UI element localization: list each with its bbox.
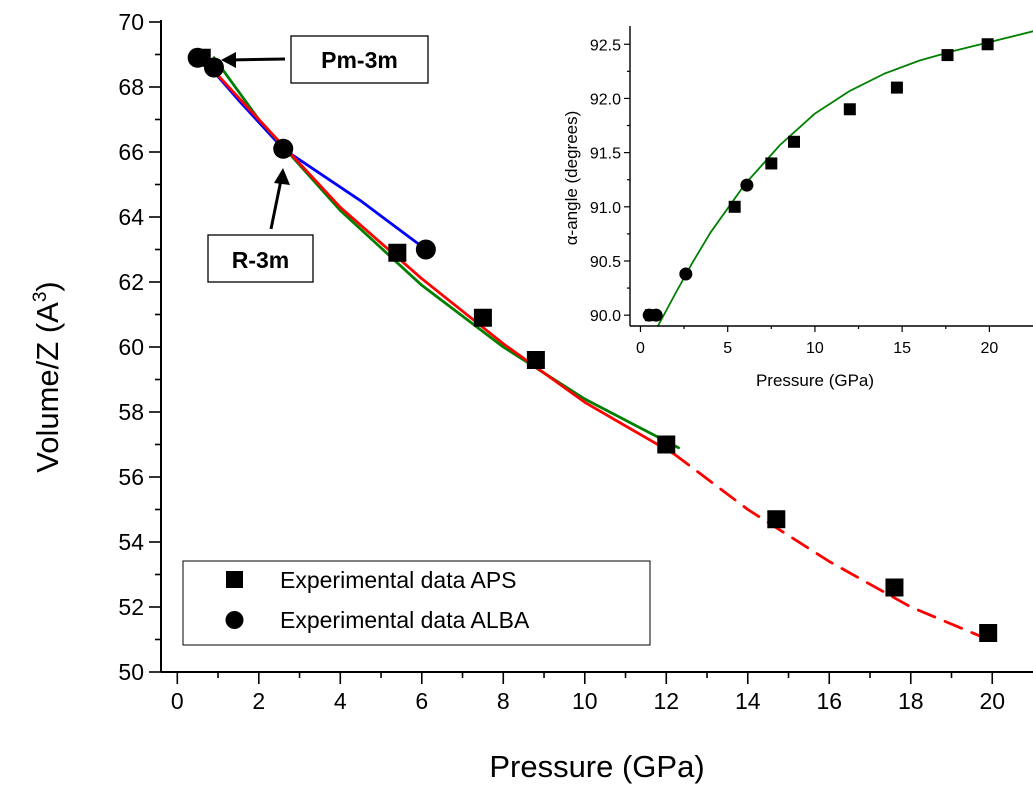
annotation-r3m-arrow xyxy=(269,179,283,230)
inset-x-tick-label: 10 xyxy=(806,340,824,357)
legend-label-aps: Experimental data APS xyxy=(280,567,517,593)
inset-point-alba xyxy=(740,178,754,192)
inset-point-aps xyxy=(981,38,994,51)
inset-x-tick-label: 15 xyxy=(893,340,911,357)
annotation-r3m-label: R-3m xyxy=(232,247,290,273)
main-x-tick-label: 20 xyxy=(979,688,1005,714)
main-y-tick-label: 52 xyxy=(118,594,144,620)
main-plot: 0 2 4 6 8 10 12 14 16 18 205052545658606264666870 … xyxy=(30,9,1033,784)
inset-x-tick-label: 5 xyxy=(723,340,732,357)
legend: Experimental data APS Experimental data … xyxy=(182,560,651,646)
inset-y-tick-label: 90.5 xyxy=(590,254,621,271)
main-x-tick-label: 18 xyxy=(898,688,924,714)
main-y-tick-label: 50 xyxy=(118,659,144,685)
main-point-aps xyxy=(526,351,545,369)
inset-plot: 0 5 10 15 20 90.0 90.5 91.0 91.5 92.0 92.5 Pressur… xyxy=(562,26,1033,390)
main-fit-line-3 xyxy=(673,452,990,641)
main-x-tick-label: 4 xyxy=(334,688,347,714)
main-axes xyxy=(149,20,1033,684)
inset-x-tick-label: 20 xyxy=(980,340,998,357)
main-y-tick-label: 64 xyxy=(118,204,144,230)
inset-background xyxy=(630,28,1033,326)
inset-y-axis-title: α-angle (degrees) xyxy=(562,111,581,246)
main-point-alba xyxy=(203,57,224,78)
inset-x-axis-title: Pressure (GPa) xyxy=(756,371,874,390)
inset-point-aps xyxy=(941,49,954,62)
legend-box xyxy=(182,560,651,646)
inset-tick-labels: 0 5 10 15 20 90.0 90.5 91.0 91.5 92.0 92.5 xyxy=(590,37,999,357)
inset-y-tick-label: 90.0 xyxy=(590,308,621,325)
inset-point-alba xyxy=(649,308,663,322)
inset-point-aps xyxy=(787,135,800,148)
main-y-tick-label: 62 xyxy=(118,269,144,295)
main-y-tick-label: 60 xyxy=(118,334,144,360)
main-point-aps xyxy=(473,308,492,327)
main-y-tick-label: 70 xyxy=(118,9,144,35)
inset-y-tick-label: 91.0 xyxy=(590,200,621,217)
main-x-tick-label: 0 xyxy=(171,688,184,714)
legend-marker-alba xyxy=(225,611,244,629)
inset-point-alba xyxy=(679,267,693,281)
main-fit-line-2 xyxy=(200,56,676,456)
inset-point-aps xyxy=(765,157,778,170)
x-axis-title: Pressure (GPa) xyxy=(489,749,704,784)
inset-y-tick-label: 92.5 xyxy=(590,37,621,54)
main-point-aps xyxy=(979,624,998,642)
main-point-aps xyxy=(767,510,786,529)
main-y-tick-label: 54 xyxy=(118,529,144,555)
annotation-pm3m-label: Pm-3m xyxy=(321,47,398,73)
main-point-aps xyxy=(885,578,904,597)
inset-fit-lines xyxy=(657,30,1033,327)
inset-y-tick-label: 92.0 xyxy=(590,91,621,108)
main-x-tick-label: 2 xyxy=(252,688,265,714)
legend-marker-aps xyxy=(226,571,243,588)
main-x-tick-label: 16 xyxy=(816,688,842,714)
main-point-aps xyxy=(388,243,407,262)
main-point-alba xyxy=(415,239,436,260)
y-axis-title-superscript: 3 xyxy=(30,292,51,303)
main-point-alba xyxy=(187,47,208,68)
legend-label-alba: Experimental data ALBA xyxy=(280,607,530,633)
annotation-pm3m: Pm-3m xyxy=(221,35,429,84)
annotation-r3m: R-3m xyxy=(207,168,314,283)
main-y-tick-label: 68 xyxy=(118,74,144,100)
inset-point-aps xyxy=(843,103,856,116)
inset-data-points xyxy=(642,38,994,322)
y-axis-title: Volume/Z (A3) xyxy=(30,281,65,472)
inset-point-aps xyxy=(728,200,741,213)
inset-x-tick-label: 0 xyxy=(636,340,645,357)
main-y-tick-label: 66 xyxy=(118,139,144,165)
annotation-r3m-box xyxy=(207,234,314,283)
inset-point-aps xyxy=(890,81,903,94)
annotation-pm3m-box xyxy=(290,35,429,84)
main-x-tick-label: 8 xyxy=(497,688,510,714)
annotation-r3m-arrowhead xyxy=(274,168,290,185)
inset-y-tick-label: 91.5 xyxy=(590,146,621,163)
inset-axes xyxy=(624,26,1033,332)
main-x-tick-label: 14 xyxy=(735,688,761,714)
inset-fit-line-0 xyxy=(657,30,1033,327)
main-x-tick-label: 12 xyxy=(653,688,679,714)
main-x-tick-label: 6 xyxy=(415,688,428,714)
main-x-tick-label: 10 xyxy=(572,688,598,714)
annotation-pm3m-arrow xyxy=(227,57,286,62)
main-data-points xyxy=(187,47,998,642)
main-point-alba xyxy=(273,138,294,159)
main-y-tick-label: 56 xyxy=(118,464,144,490)
main-y-tick-label: 58 xyxy=(118,399,144,425)
annotation-pm3m-arrowhead xyxy=(221,52,236,68)
main-point-aps xyxy=(657,435,676,454)
